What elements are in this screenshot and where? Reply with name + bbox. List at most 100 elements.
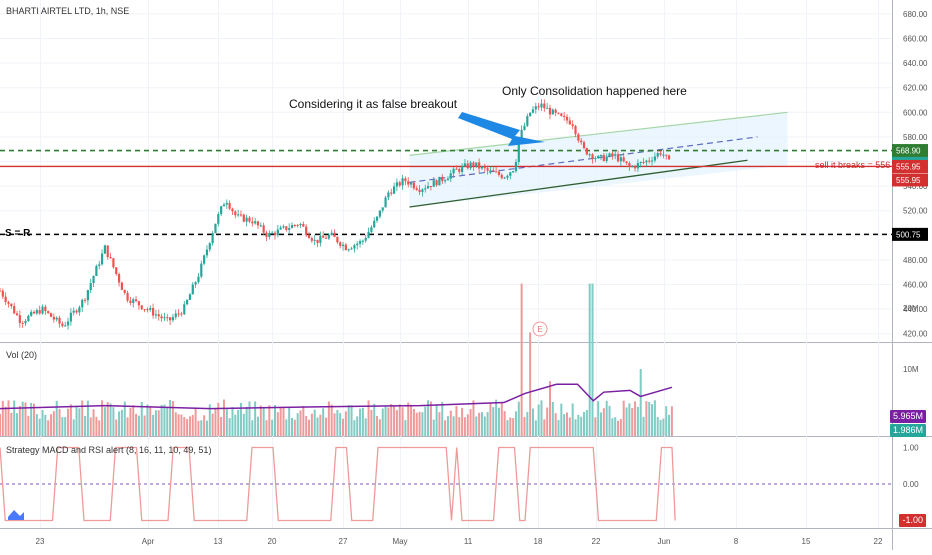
channel-mid-line	[409, 136, 758, 184]
volume-bar	[75, 406, 78, 436]
candle-body	[378, 210, 381, 217]
volume-bar	[262, 408, 265, 436]
candle-body	[636, 163, 639, 169]
volume-bar	[30, 402, 33, 436]
price-tick-label: 660.00	[903, 35, 928, 44]
candle-body	[339, 242, 342, 246]
volume-bar	[656, 417, 659, 436]
candle-body	[469, 162, 472, 169]
candle-body	[390, 192, 393, 194]
candle-body	[64, 325, 67, 327]
volume-bar	[1, 400, 4, 436]
volume-bar	[364, 418, 367, 436]
horizontal-lines	[0, 149, 892, 236]
volume-bar	[115, 419, 118, 436]
candle-body	[514, 162, 518, 172]
volume-bar	[157, 410, 160, 436]
volume-bar	[27, 415, 30, 436]
candle-body	[256, 221, 260, 226]
volume-bar	[517, 401, 520, 436]
candle-body	[18, 315, 21, 324]
candle-body	[639, 162, 642, 164]
volume-bar	[398, 404, 401, 436]
candle-body	[523, 125, 526, 130]
time-tick-label: 11	[464, 537, 473, 546]
earnings-marker	[532, 321, 548, 337]
volume-pane	[0, 283, 673, 436]
volume-bar	[10, 412, 13, 436]
candle-body	[299, 223, 302, 226]
volume-bar	[585, 410, 588, 436]
volume-bar	[239, 402, 242, 436]
volume-bar	[191, 415, 194, 436]
volume-bar	[503, 411, 506, 436]
volume-bar	[361, 407, 364, 436]
candle-body	[526, 116, 529, 126]
candle-body	[32, 311, 36, 314]
volume-bar	[591, 283, 594, 436]
candle-body	[0, 290, 2, 292]
candle-body	[608, 153, 611, 157]
volume-bar	[132, 405, 135, 436]
volume-bar	[61, 417, 64, 436]
candle-body	[41, 306, 44, 314]
candle-body	[47, 311, 50, 314]
volume-bar	[531, 408, 534, 436]
volume-bar	[7, 400, 10, 436]
candle-body	[563, 115, 566, 117]
volume-bar	[495, 399, 498, 436]
candle-body	[483, 166, 486, 169]
volume-bar	[327, 401, 330, 436]
price-tick-label: 640.00	[903, 59, 928, 68]
volume-bar	[84, 415, 87, 436]
candle-body	[239, 214, 243, 216]
volume-bar	[580, 416, 583, 436]
volume-bar	[180, 414, 183, 436]
candle-body	[237, 214, 240, 216]
volume-bar	[608, 405, 611, 436]
price-tick-label: 540.00	[903, 182, 928, 191]
volume-bar	[52, 411, 55, 436]
volume-bar	[438, 412, 441, 436]
candle-body	[276, 229, 279, 236]
volume-tick-label: 20M	[903, 304, 919, 313]
volume-bar	[370, 409, 373, 436]
volume-bar	[271, 419, 274, 436]
candle-body	[628, 163, 631, 167]
volume-bar	[103, 407, 106, 436]
candle-body	[38, 310, 41, 314]
candle-body	[648, 160, 651, 162]
volume-bar	[146, 404, 149, 436]
time-tick-label: 8	[734, 537, 739, 546]
volume-bar	[265, 420, 268, 436]
candle-body	[384, 197, 387, 208]
volume-bar	[512, 418, 515, 436]
volume-bar	[18, 405, 21, 436]
volume-bar	[557, 420, 560, 436]
volume-bar	[373, 403, 376, 436]
candle-body	[211, 233, 214, 244]
candle-body	[554, 109, 557, 113]
volume-bar	[466, 414, 469, 436]
volume-bar	[44, 414, 47, 436]
volume-bar	[13, 400, 16, 436]
candle-body	[495, 171, 498, 173]
candle-body	[645, 160, 648, 163]
volume-bar	[367, 400, 370, 436]
volume-bar	[296, 413, 299, 436]
annotation-consolidation: Only Consolidation happened here	[502, 84, 687, 98]
volume-bar	[446, 416, 449, 436]
candle-body	[44, 306, 47, 312]
volume-bar	[359, 408, 362, 436]
volume-bar	[478, 412, 481, 436]
candle-body	[143, 309, 146, 311]
candle-body	[650, 160, 654, 162]
volume-bar	[628, 403, 631, 436]
time-tick-label: 23	[36, 537, 45, 546]
candle-body	[83, 299, 87, 301]
volume-bar	[472, 400, 475, 436]
time-tick-label: 18	[534, 537, 543, 546]
volume-bar	[251, 420, 254, 436]
volume-bar	[342, 418, 345, 436]
